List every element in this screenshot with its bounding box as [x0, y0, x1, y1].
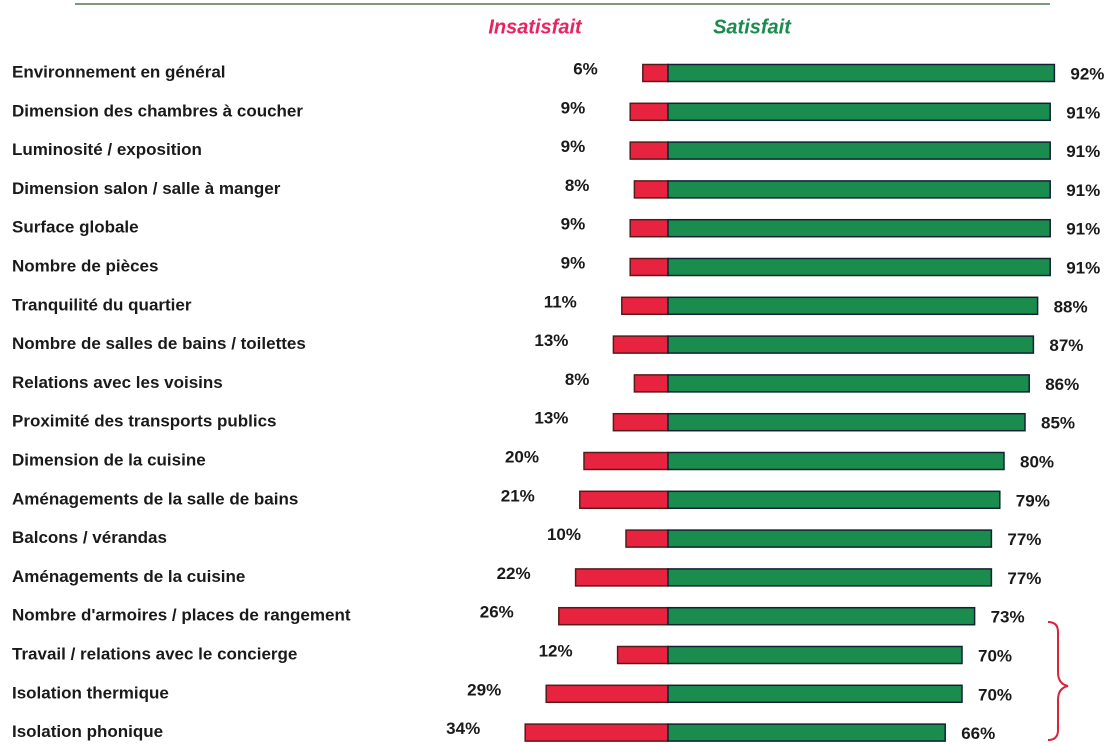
value-label-satisfait: 66% — [961, 724, 995, 743]
value-label-insatisfait: 10% — [547, 525, 581, 544]
bar-satisfait — [667, 645, 963, 665]
bar-insatisfait — [558, 606, 669, 626]
bar-insatisfait — [633, 374, 669, 393]
category-label: Luminosité / exposition — [12, 140, 202, 159]
value-label-insatisfait: 29% — [467, 680, 501, 699]
bar-insatisfait — [612, 335, 669, 354]
bar-insatisfait — [616, 645, 669, 665]
bar-satisfait — [667, 218, 1051, 238]
value-label-satisfait: 80% — [1020, 452, 1054, 471]
legend-insatisfait: Insatisfait — [488, 16, 583, 38]
bar-satisfait — [667, 412, 1026, 432]
bar-insatisfait — [545, 684, 669, 704]
bar-satisfait — [667, 296, 1039, 316]
bar-insatisfait — [642, 63, 669, 83]
bar-satisfait — [667, 606, 976, 626]
category-label: Dimension salon / salle à manger — [12, 179, 281, 198]
value-label-insatisfait: 9% — [561, 137, 586, 156]
bar-satisfait — [667, 335, 1035, 354]
value-label-insatisfait: 13% — [534, 409, 568, 428]
bar-insatisfait — [629, 102, 669, 122]
bar-satisfait — [667, 257, 1051, 277]
value-label-insatisfait: 21% — [501, 486, 535, 505]
value-label-insatisfait: 13% — [534, 331, 568, 350]
bar-insatisfait — [579, 490, 669, 510]
value-label-insatisfait: 9% — [561, 253, 586, 272]
category-label: Nombre d'armoires / places de rangement — [12, 606, 351, 625]
value-label-insatisfait: 20% — [505, 447, 539, 466]
category-label: Dimension des chambres à coucher — [12, 101, 303, 120]
value-label-insatisfait: 9% — [561, 98, 586, 117]
category-label: Surface globale — [12, 218, 139, 237]
value-label-satisfait: 85% — [1041, 414, 1075, 433]
bar-insatisfait — [583, 451, 669, 471]
category-label: Tranquilité du quartier — [12, 295, 192, 314]
bar-insatisfait — [629, 141, 669, 160]
value-label-satisfait: 91% — [1066, 220, 1100, 239]
bar-satisfait — [667, 451, 1005, 471]
category-label: Aménagements de la salle de bains — [12, 489, 298, 508]
bar-satisfait — [667, 141, 1051, 160]
bar-satisfait — [667, 180, 1051, 199]
category-label: Isolation thermique — [12, 683, 169, 702]
bar-satisfait — [667, 529, 993, 548]
category-label: Balcons / vérandas — [12, 528, 167, 547]
value-label-satisfait: 91% — [1066, 142, 1100, 161]
bracket — [1047, 621, 1069, 741]
bar-satisfait — [667, 490, 1001, 510]
category-label: Isolation phonique — [12, 722, 163, 741]
value-label-insatisfait: 8% — [565, 176, 590, 195]
value-label-satisfait: 70% — [978, 685, 1012, 704]
bar-satisfait — [667, 63, 1056, 83]
legend-satisfait: Satisfait — [713, 16, 792, 38]
bar-satisfait — [667, 568, 993, 587]
value-label-satisfait: 73% — [991, 608, 1025, 627]
value-label-insatisfait: 12% — [539, 641, 573, 660]
value-label-satisfait: 91% — [1066, 181, 1100, 200]
bar-satisfait — [667, 102, 1051, 122]
value-label-satisfait: 87% — [1049, 336, 1083, 355]
category-label: Dimension de la cuisine — [12, 450, 206, 469]
bar-insatisfait — [621, 296, 669, 316]
value-label-insatisfait: 6% — [573, 59, 598, 78]
bar-satisfait — [667, 723, 946, 742]
value-label-satisfait: 91% — [1066, 258, 1100, 277]
value-label-insatisfait: 34% — [446, 719, 480, 738]
bar-satisfait — [667, 374, 1030, 393]
value-label-insatisfait: 22% — [497, 564, 531, 583]
value-label-satisfait: 77% — [1007, 569, 1041, 588]
value-label-satisfait: 88% — [1054, 297, 1088, 316]
value-label-insatisfait: 9% — [561, 215, 586, 234]
value-label-insatisfait: 26% — [480, 603, 514, 622]
bar-insatisfait — [629, 218, 669, 238]
bar-insatisfait — [524, 723, 669, 742]
value-label-satisfait: 91% — [1066, 103, 1100, 122]
value-label-satisfait: 86% — [1045, 375, 1079, 394]
category-label: Travail / relations avec le concierge — [12, 644, 297, 663]
value-label-satisfait: 79% — [1016, 491, 1050, 510]
category-label: Nombre de pièces — [12, 256, 158, 275]
category-label: Nombre de salles de bains / toilettes — [12, 334, 306, 353]
value-label-insatisfait: 11% — [544, 292, 577, 311]
bar-insatisfait — [612, 412, 669, 432]
bar-insatisfait — [574, 568, 669, 587]
category-label: Proximité des transports publics — [12, 412, 277, 431]
bar-insatisfait — [625, 529, 669, 548]
category-label: Environnement en général — [12, 62, 226, 81]
category-label: Relations avec les voisins — [12, 373, 223, 392]
value-label-satisfait: 92% — [1070, 64, 1104, 83]
value-label-insatisfait: 8% — [565, 370, 590, 389]
bar-satisfait — [667, 684, 963, 704]
category-label: Aménagements de la cuisine — [12, 567, 245, 586]
bar-insatisfait — [629, 257, 669, 277]
value-label-satisfait: 70% — [978, 646, 1012, 665]
value-label-satisfait: 77% — [1007, 530, 1041, 549]
bar-insatisfait — [633, 180, 669, 199]
